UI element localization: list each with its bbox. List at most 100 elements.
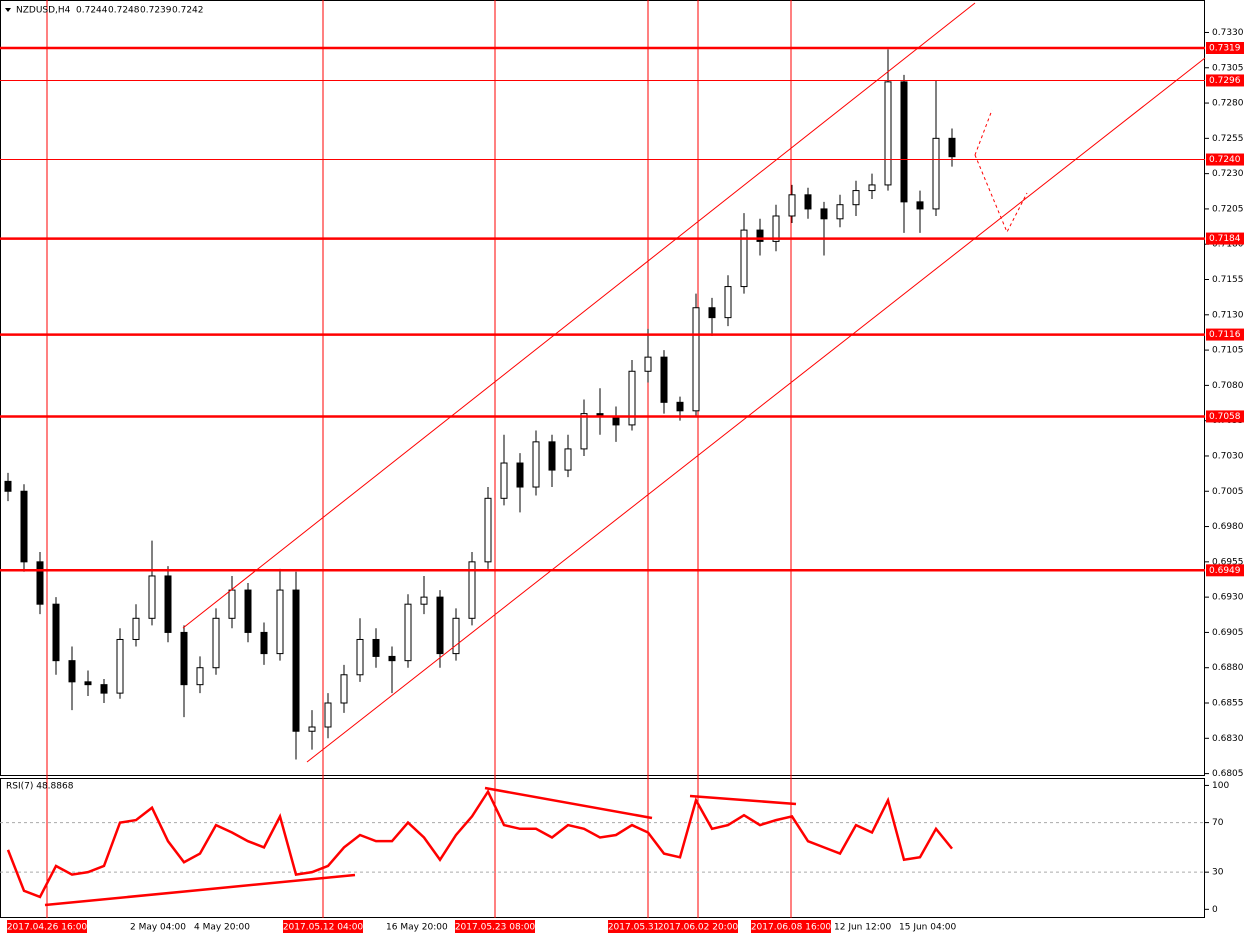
- y-tick-label: 0.7105: [1212, 346, 1244, 356]
- y-tick-label: 0.7155: [1212, 275, 1244, 285]
- drawings: [44, 2, 1206, 907]
- candle-body: [900, 81, 908, 203]
- candle-body: [68, 660, 76, 683]
- candle-body: [468, 561, 476, 619]
- time-tag: [283, 920, 363, 933]
- x-tick-label: 15 Jun 04:00: [899, 923, 956, 933]
- candle-body: [548, 441, 556, 471]
- candle-body: [612, 415, 620, 426]
- candle-body: [324, 702, 332, 728]
- y-tick-label: 100: [1212, 781, 1229, 791]
- candle-body: [84, 681, 92, 686]
- candle-body: [932, 137, 940, 210]
- candle-body: [308, 726, 316, 732]
- candle-body: [4, 480, 12, 492]
- time-tag: [7, 920, 87, 933]
- y-tick-label: 0.6905: [1212, 628, 1244, 638]
- candle-body: [100, 684, 108, 694]
- time-marker-label: 2017.04.26 16:00: [7, 923, 88, 933]
- candle-body: [372, 638, 380, 657]
- candle-body: [708, 307, 716, 319]
- candle-body: [452, 617, 460, 655]
- candle-body: [276, 589, 284, 655]
- y-tick-label: 0.6805: [1212, 769, 1244, 779]
- rsi-trendline: [689, 794, 797, 806]
- time-tag: [455, 920, 535, 933]
- y-tick-label: 0.7230: [1212, 169, 1244, 179]
- candle-body: [756, 229, 764, 242]
- main-panel: [0, 0, 1205, 776]
- ohlc-value: 0.7244: [76, 6, 108, 16]
- candle-body: [404, 603, 412, 662]
- candle-body: [116, 638, 124, 694]
- rsi-title: RSI(7) 48.8868: [6, 782, 74, 792]
- candle-body: [164, 575, 172, 633]
- candle-body: [36, 561, 44, 605]
- y-tick-label: 0.7305: [1212, 63, 1244, 73]
- y-tick-label: 0.7005: [1212, 487, 1244, 497]
- y-tick-label: 0.7080: [1212, 381, 1244, 391]
- candle-body: [628, 370, 636, 426]
- candle-body: [804, 194, 812, 210]
- level-tag: [1206, 328, 1244, 341]
- rsi-trendline: [484, 786, 653, 820]
- y-tick-label: 0.7255: [1212, 134, 1244, 144]
- y-tick-label: 0.7330: [1212, 28, 1244, 38]
- level-label: 0.7240: [1209, 155, 1241, 165]
- candle-body: [356, 638, 364, 676]
- y-tick-label: 0.7280: [1212, 99, 1244, 109]
- candle-body: [564, 448, 572, 471]
- level-tag: [1206, 74, 1244, 87]
- forecast-path: [974, 109, 993, 156]
- time-tag: [751, 920, 831, 933]
- time-marker-label: 2017.05.31 16:00: [608, 923, 689, 933]
- level-label: 0.7319: [1209, 43, 1241, 53]
- time-marker-label: 2017.05.12 04:00: [283, 923, 364, 933]
- symbol-title: NZDUSD,H4: [16, 6, 71, 16]
- candle-body: [228, 589, 236, 619]
- rsi-trendline: [44, 873, 356, 907]
- candle-body: [820, 208, 828, 220]
- y-tick-label: 0.6955: [1212, 557, 1244, 567]
- x-tick-label: 16 May 20:00: [386, 923, 448, 933]
- y-tick-label: 70: [1212, 818, 1224, 828]
- candle-body: [772, 215, 780, 242]
- candle-body: [212, 617, 220, 669]
- y-tick-label: 0.6855: [1212, 699, 1244, 709]
- rsi-panel: [0, 778, 1205, 918]
- candle-body: [52, 603, 60, 662]
- time-marker-label: 2017.05.23 08:00: [455, 923, 536, 933]
- x-tick-label: 4 May 20:00: [194, 923, 250, 933]
- candle-body: [500, 462, 508, 499]
- y-tick-label: 0.7180: [1212, 240, 1244, 250]
- candle-body: [244, 589, 252, 633]
- candle-body: [692, 307, 700, 412]
- candle-body: [436, 596, 444, 655]
- y-tick-label: 0.6880: [1212, 663, 1244, 673]
- candle-body: [948, 137, 956, 158]
- level-tag: [1206, 232, 1244, 245]
- candle-body: [916, 201, 924, 210]
- ohlc-value: 0.7239: [140, 6, 172, 16]
- level-tag: [1206, 410, 1244, 423]
- candle-body: [724, 286, 732, 319]
- y-tick-label: 0.7205: [1212, 204, 1244, 214]
- time-marker-label: 2017.06.02 20:00: [658, 923, 739, 933]
- y-tick-label: 0.6980: [1212, 522, 1244, 532]
- level-tag: [1206, 153, 1244, 166]
- rsi-line: [6, 789, 953, 899]
- y-tick-label: 0: [1212, 905, 1218, 915]
- time-marker-label: 2017.06.08 16:00: [751, 923, 832, 933]
- candle-body: [132, 617, 140, 640]
- level-label: 0.6949: [1209, 566, 1241, 576]
- level-label: 0.7184: [1209, 234, 1241, 244]
- candle-body: [484, 497, 492, 563]
- level-label: 0.7116: [1209, 330, 1241, 340]
- candle-body: [516, 462, 524, 488]
- menu-arrow[interactable]: [5, 8, 11, 12]
- x-tick-label: 12 Jun 12:00: [834, 923, 891, 933]
- candle-body: [420, 596, 428, 605]
